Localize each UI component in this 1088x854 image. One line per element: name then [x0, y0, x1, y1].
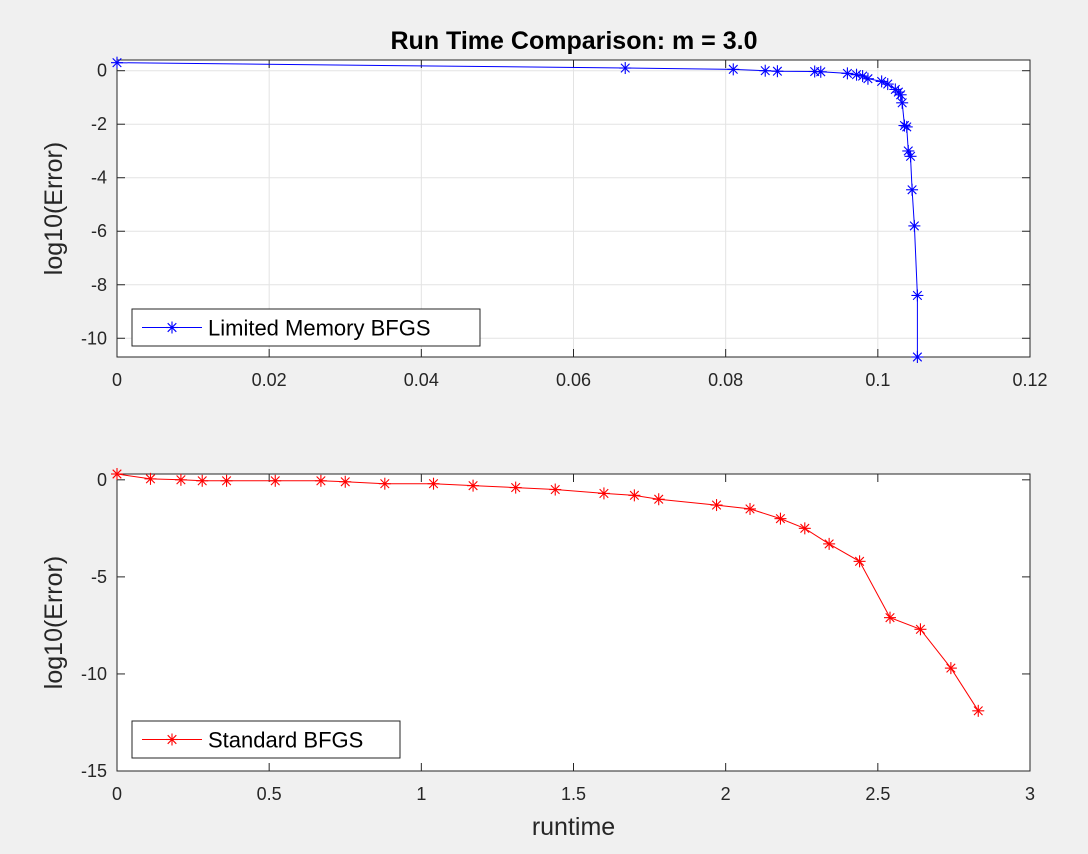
y-tick-label: -8 [91, 275, 107, 295]
x-tick-label: 0.1 [865, 370, 890, 390]
data-point [896, 96, 909, 109]
data-point [710, 499, 723, 512]
data-point [908, 219, 921, 232]
y-tick-label: -4 [91, 168, 107, 188]
legend-label: Standard BFGS [208, 728, 363, 753]
data-point [314, 474, 327, 487]
data-point [823, 537, 836, 550]
x-tick-label: 0.5 [257, 784, 282, 804]
data-point [911, 289, 924, 302]
data-point [628, 489, 641, 502]
data-point [269, 474, 282, 487]
data-point [798, 522, 811, 535]
y-axis-label: log10(Error) [40, 142, 68, 275]
subplot-top: 0 0.02 0.04 0.06 0.08 0.1 0.12 0 -2 -4 -6 -8 -10 log1… [40, 56, 1048, 390]
data-point [339, 475, 352, 488]
data-point [759, 64, 772, 77]
x-tick-label: 0.02 [252, 370, 287, 390]
y-tick-label: 0 [97, 61, 107, 81]
data-point [509, 481, 522, 494]
y-tick-label: -2 [91, 114, 107, 134]
data-point [914, 623, 927, 636]
legend-marker [166, 321, 178, 334]
data-point [944, 662, 957, 675]
data-point [111, 56, 123, 69]
legend-label: Limited Memory BFGS [208, 316, 431, 341]
data-point [814, 65, 827, 78]
x-axis-label: runtime [532, 813, 615, 841]
data-point [774, 512, 787, 525]
y-tick-label: -10 [81, 664, 107, 684]
data-point [727, 63, 740, 76]
series-line [116, 473, 979, 712]
x-tick-label: 1.5 [561, 784, 586, 804]
data-point [861, 72, 874, 85]
x-tick-label: 3 [1025, 784, 1035, 804]
data-point [902, 144, 915, 157]
x-tick-label: 0.12 [1012, 370, 1047, 390]
y-tick-label: 0 [97, 470, 107, 490]
x-tick-label: 0 [112, 784, 122, 804]
y-tick-label: -5 [91, 567, 107, 587]
data-point [904, 150, 917, 163]
data-point [467, 479, 480, 492]
y-axis-label: log10(Error) [40, 556, 68, 689]
data-point [972, 704, 985, 717]
y-tick-label: -15 [81, 761, 107, 781]
data-point [771, 65, 784, 78]
data-point [549, 483, 562, 496]
legend: Limited Memory BFGS [131, 308, 481, 347]
y-tick-label: -10 [81, 328, 107, 348]
x-tick-label: 0.06 [556, 370, 591, 390]
x-tick-label: 0.08 [708, 370, 743, 390]
legend-marker [166, 733, 178, 746]
data-point [597, 487, 610, 500]
data-point [427, 477, 440, 490]
data-point [906, 183, 919, 196]
legend: Standard BFGS [131, 720, 401, 759]
data-point [144, 472, 157, 485]
y-tick-label: -6 [91, 221, 107, 241]
x-tick-label: 1 [416, 784, 426, 804]
data-point [619, 62, 632, 75]
data-point [884, 611, 897, 624]
data-point [894, 88, 907, 101]
data-point [196, 474, 209, 487]
data-point [378, 477, 391, 490]
x-tick-label: 0.04 [404, 370, 439, 390]
chart-title: Run Time Comparison: m = 3.0 [391, 27, 758, 55]
data-point [111, 468, 123, 480]
data-point [744, 502, 757, 515]
data-point [220, 474, 233, 487]
data-point [853, 555, 866, 568]
x-tick-label: 2 [721, 784, 731, 804]
data-point [911, 351, 924, 363]
x-tick-label: 2.5 [865, 784, 890, 804]
data-point [174, 473, 187, 486]
data-point [841, 67, 854, 80]
data-point [900, 120, 913, 133]
subplot-bottom: 0 0.5 1 1.5 2 2.5 3 0 -5 -10 -15 log10(Error) runtim… [40, 468, 1035, 841]
data-point [881, 78, 894, 91]
data-point [652, 493, 665, 506]
x-tick-label: 0 [112, 370, 122, 390]
